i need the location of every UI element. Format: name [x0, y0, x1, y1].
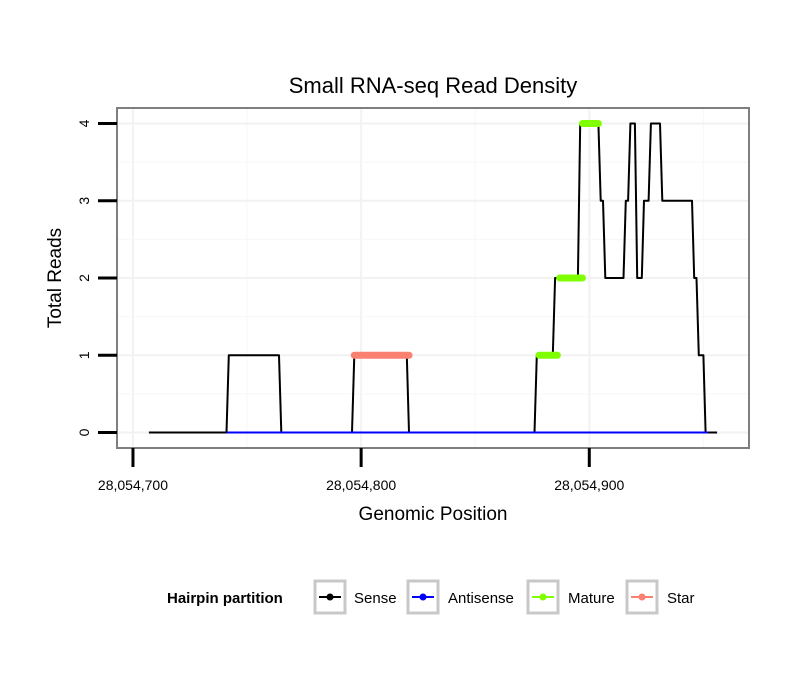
x-axis: 28,054,700 28,054,800 28,054,900 — [98, 448, 625, 493]
series-layer — [148, 119, 718, 434]
legend-label-sense: Sense — [354, 590, 397, 607]
legend-label-antisense: Antisense — [448, 590, 514, 607]
chart-title: Small RNA-seq Read Density — [289, 73, 578, 98]
legend-entry-antisense: Antisense — [406, 579, 514, 615]
y-axis-title: Total Reads — [45, 228, 66, 328]
y-tick-label-0: 0 — [76, 428, 92, 436]
x-tick-label-1: 28,054,800 — [326, 477, 396, 493]
legend-dot-star — [638, 593, 646, 601]
legend: Hairpin partition Sense Antisense Mature St… — [167, 579, 695, 615]
x-axis-title: Genomic Position — [359, 504, 508, 525]
y-tick-label-4: 4 — [76, 119, 92, 127]
legend-dot-mature — [539, 593, 547, 601]
legend-entry-star: Star — [625, 579, 695, 615]
y-axis: 0 1 2 3 4 — [76, 119, 117, 436]
x-tick-label-0: 28,054,700 — [98, 477, 168, 493]
x-tick-label-2: 28,054,900 — [554, 477, 624, 493]
grid-lines — [117, 108, 749, 448]
legend-dot-sense — [326, 593, 334, 601]
y-tick-label-3: 3 — [76, 197, 92, 205]
legend-label-star: Star — [667, 590, 695, 607]
legend-label-mature: Mature — [568, 590, 615, 607]
legend-title: Hairpin partition — [167, 590, 283, 607]
y-tick-label-2: 2 — [76, 274, 92, 282]
legend-entry-mature: Mature — [526, 579, 615, 615]
y-tick-label-1: 1 — [76, 351, 92, 359]
legend-dot-antisense — [419, 593, 427, 601]
legend-entry-sense: Sense — [313, 579, 397, 615]
